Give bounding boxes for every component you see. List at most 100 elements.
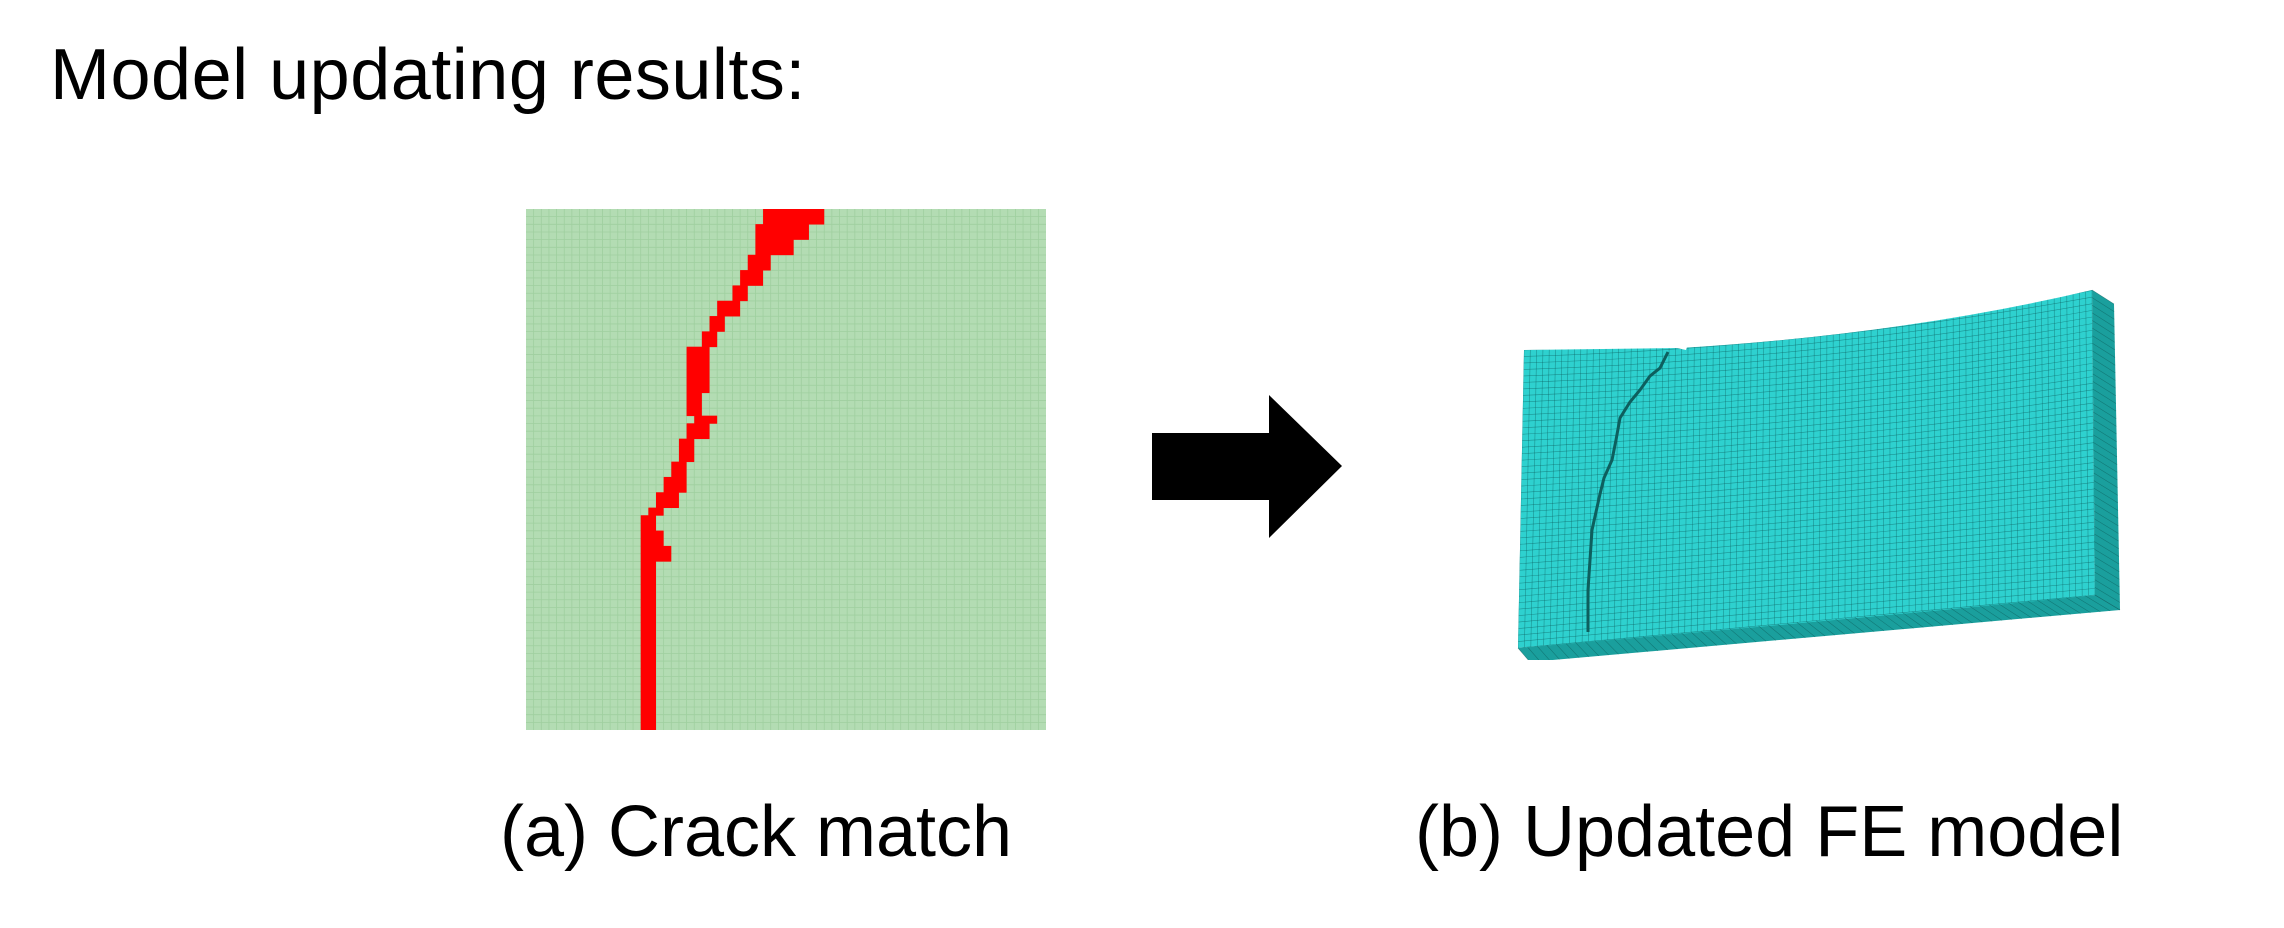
mesh-line: [1575, 348, 1582, 643]
mesh-line: [1520, 475, 2095, 532]
mesh-line: [2066, 294, 2070, 598]
crack-cell: [678, 438, 695, 447]
mesh-line: [1520, 468, 2095, 526]
mesh-line: [1863, 323, 1866, 617]
mesh-line: [1658, 343, 1664, 636]
crack-cell: [656, 492, 679, 501]
crack-cell: [755, 239, 794, 248]
mesh-line: [2047, 297, 2051, 600]
mesh-line: [2093, 503, 2119, 519]
crack-cell: [640, 607, 656, 616]
crack-cell: [686, 400, 702, 409]
mesh-line: [2093, 449, 2118, 465]
mesh-line: [1681, 632, 1698, 648]
mesh-line: [1758, 625, 1777, 641]
crack-cell: [686, 408, 702, 417]
mesh-line: [1864, 615, 1885, 632]
mesh-line: [1520, 448, 2095, 506]
mesh-line: [1527, 646, 1541, 662]
mesh-line: [1870, 322, 1872, 616]
mesh-line: [2093, 487, 2119, 504]
crack-cell: [709, 323, 725, 332]
mesh-line: [1620, 346, 1626, 639]
mesh-line: [1623, 638, 1639, 653]
mesh-line: [2015, 302, 2019, 603]
mesh-line: [2091, 297, 2115, 312]
mesh-line: [1940, 313, 1942, 610]
crack-cell: [740, 270, 764, 279]
mesh-line: [1645, 344, 1651, 637]
mesh-line: [2027, 600, 2052, 617]
crack-cell: [671, 469, 687, 478]
crack-cell: [640, 653, 656, 662]
crack-cell: [640, 568, 656, 577]
mesh-line: [2093, 434, 2118, 450]
caption-crack-match: (a) Crack match: [500, 792, 1013, 872]
fe-model-mesh: [1517, 289, 2121, 663]
mesh-line: [1520, 481, 2095, 539]
mesh-line: [1971, 308, 1974, 607]
mesh-line: [1857, 324, 1859, 617]
mesh-line: [2092, 404, 2117, 420]
crack-cell: [640, 584, 656, 593]
mesh-line: [2041, 298, 2045, 600]
mesh-line: [1520, 455, 2095, 513]
mesh-line: [1522, 349, 2095, 409]
mesh-line: [1931, 609, 1954, 625]
crack-cell: [640, 599, 656, 608]
mesh-line: [2092, 373, 2116, 389]
mesh-line: [1519, 508, 2095, 565]
mesh-line: [1523, 309, 2095, 370]
crack-cell: [640, 683, 656, 692]
mesh-line: [2093, 465, 2118, 481]
mesh-line: [2075, 596, 2101, 612]
mesh-line: [1844, 325, 1847, 618]
mesh-line: [2093, 457, 2118, 473]
right-arrow-shape: [1152, 395, 1342, 538]
mesh-line: [1940, 608, 1963, 625]
mesh-line: [1642, 636, 1659, 651]
crack-cell: [755, 224, 809, 233]
mesh-line: [1523, 336, 2095, 396]
mesh-line: [1522, 369, 2095, 429]
crack-cell: [640, 699, 656, 708]
mesh-line: [1556, 644, 1570, 659]
mesh-line: [1518, 554, 2095, 610]
crack-cell: [640, 660, 656, 669]
mesh-line: [1690, 631, 1708, 647]
crack-cell: [663, 484, 687, 493]
crack-cell: [717, 300, 741, 309]
mesh-line: [1825, 619, 1845, 635]
mesh-line: [2037, 600, 2062, 616]
mesh-line: [1710, 630, 1727, 645]
crack-cell: [732, 285, 748, 294]
mesh-line: [2094, 548, 2120, 565]
mesh-line: [2092, 335, 2116, 351]
mesh-line: [1581, 348, 1588, 643]
mesh-line: [1729, 628, 1747, 644]
mesh-line: [1997, 305, 2000, 604]
mesh-line: [1521, 409, 2095, 467]
mesh-line: [2092, 327, 2115, 343]
mesh-line: [2093, 411, 2117, 427]
mesh-line: [1851, 325, 1853, 618]
crack-cell: [640, 522, 656, 531]
mesh-line: [1518, 548, 2095, 603]
mesh-line: [2093, 472, 2118, 488]
mesh-line: [1984, 307, 1987, 606]
mesh-line: [1990, 306, 1993, 605]
mesh-line: [2094, 571, 2120, 588]
crack-cell: [732, 293, 748, 302]
crack-cell: [755, 231, 809, 240]
crack-cell: [763, 209, 825, 217]
mesh-line: [2092, 381, 2116, 397]
mesh-line: [1946, 312, 1948, 609]
mesh-line: [1787, 623, 1806, 638]
mesh-line: [1556, 349, 1563, 645]
crack-cell: [747, 262, 771, 271]
mesh-line: [2092, 388, 2117, 404]
crack-cell: [640, 637, 656, 646]
crack-cell: [717, 308, 741, 317]
crack-cell: [640, 553, 672, 562]
mesh-line: [1537, 646, 1550, 661]
